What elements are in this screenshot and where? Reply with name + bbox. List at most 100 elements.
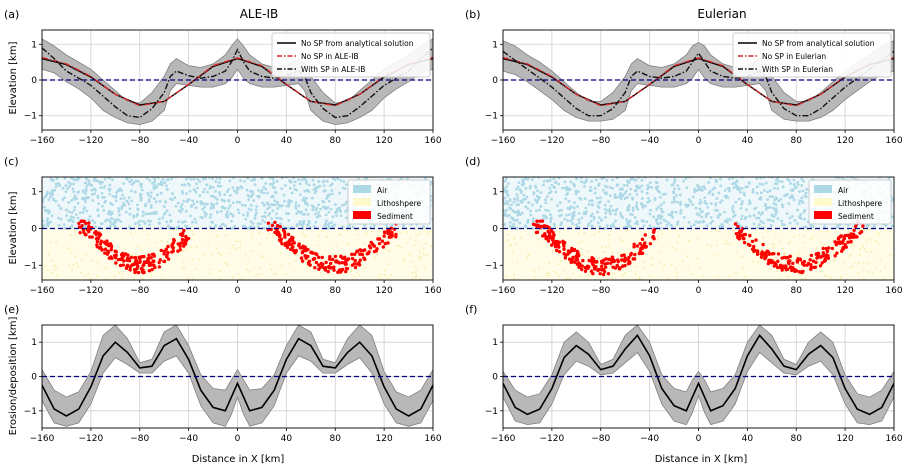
sediment-marker	[611, 265, 615, 269]
lithosphere-marker	[422, 247, 425, 250]
air-marker	[72, 208, 76, 212]
air-marker	[224, 214, 228, 217]
sediment-marker	[733, 222, 738, 226]
air-marker	[720, 172, 723, 175]
panel-a: −160 −120 −80 −40 0 40 80 120 160−101(a)No SP fr…	[4, 8, 442, 146]
air-marker	[776, 187, 780, 190]
air-marker	[209, 207, 213, 210]
sediment-marker	[632, 257, 637, 261]
air-marker	[837, 173, 840, 176]
air-marker	[196, 178, 200, 181]
air-marker	[102, 186, 106, 190]
air-marker	[598, 225, 601, 229]
air-marker	[629, 178, 633, 181]
air-marker	[699, 170, 702, 173]
lithosphere-marker	[728, 275, 731, 278]
air-marker	[307, 221, 311, 224]
y-tick-label: −1	[24, 407, 37, 417]
air-marker	[97, 202, 101, 206]
air-marker	[702, 173, 705, 176]
lithosphere-marker	[74, 230, 77, 233]
lithosphere-marker	[215, 247, 218, 250]
air-marker	[331, 177, 335, 180]
air-marker	[130, 199, 134, 203]
sediment-marker	[145, 260, 149, 265]
air-marker	[420, 173, 423, 176]
air-marker	[241, 171, 244, 174]
air-marker	[768, 218, 772, 222]
air-marker	[513, 197, 516, 201]
air-marker	[599, 200, 602, 204]
sediment-marker	[125, 256, 130, 261]
sediment-marker	[355, 249, 360, 253]
air-marker	[133, 190, 137, 194]
air-marker	[761, 182, 765, 186]
air-marker	[781, 222, 784, 226]
sediment-marker	[786, 259, 791, 264]
sediment-marker	[766, 250, 771, 254]
air-marker	[529, 213, 533, 217]
sediment-marker	[172, 237, 176, 242]
air-marker	[59, 206, 62, 210]
lithosphere-marker	[398, 244, 401, 247]
air-marker	[271, 178, 275, 181]
sediment-marker	[542, 224, 547, 228]
x-tick-label: 120	[376, 136, 393, 146]
lithosphere-marker	[296, 253, 299, 256]
lithosphere-marker	[827, 275, 830, 278]
air-marker	[274, 190, 278, 194]
lithosphere-marker	[826, 230, 829, 233]
lithosphere-marker	[402, 260, 405, 263]
air-marker	[714, 170, 717, 173]
lithosphere-marker	[335, 245, 338, 248]
air-marker	[149, 220, 152, 223]
air-marker	[503, 209, 506, 213]
lithosphere-marker	[688, 239, 691, 242]
air-marker	[748, 214, 752, 218]
lithosphere-marker	[208, 268, 211, 271]
air-marker	[351, 225, 355, 229]
air-marker	[670, 224, 674, 228]
air-marker	[321, 171, 324, 174]
air-marker	[577, 221, 581, 225]
air-marker	[280, 177, 284, 180]
lithosphere-marker	[192, 233, 195, 236]
air-marker	[751, 188, 755, 192]
sediment-marker	[555, 248, 559, 253]
lithosphere-marker	[541, 230, 544, 233]
air-marker	[509, 207, 513, 211]
lithosphere-marker	[676, 241, 679, 244]
sediment-marker	[861, 224, 865, 228]
air-marker	[157, 221, 161, 225]
air-marker	[646, 196, 650, 200]
air-marker	[635, 193, 639, 196]
lithosphere-marker	[201, 254, 204, 257]
air-marker	[100, 191, 104, 195]
air-marker	[205, 212, 208, 216]
air-marker	[512, 222, 516, 226]
air-marker	[104, 199, 107, 203]
air-marker	[546, 209, 550, 213]
air-marker	[841, 177, 845, 181]
air-marker	[242, 213, 245, 217]
air-marker	[125, 177, 129, 180]
sediment-marker	[95, 239, 100, 244]
air-marker	[672, 198, 676, 201]
sediment-marker	[363, 248, 367, 252]
air-marker	[321, 180, 325, 184]
lithosphere-marker	[879, 258, 882, 261]
air-marker	[518, 221, 522, 225]
lithosphere-marker	[90, 259, 93, 262]
air-marker	[682, 179, 685, 183]
air-marker	[554, 181, 557, 185]
air-marker	[315, 215, 319, 219]
lithosphere-marker	[303, 235, 306, 238]
air-marker	[197, 174, 200, 177]
lithosphere-marker	[819, 270, 822, 273]
air-marker	[271, 209, 275, 213]
air-marker	[420, 172, 423, 175]
panel-d: −160 −120 −80 −40 0 40 80 120 160−101(d)AirLitho…	[465, 155, 903, 296]
air-marker	[670, 200, 674, 204]
lithosphere-marker	[420, 256, 423, 259]
air-marker	[505, 185, 508, 189]
